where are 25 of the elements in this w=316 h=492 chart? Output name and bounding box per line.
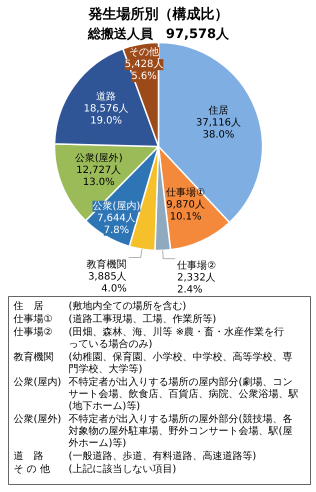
data-label: 9,870人 10.1% (166, 200, 205, 223)
text: 住 居 (敷地内全ての場所を含む) (14, 301, 186, 312)
text: そ の 他 (上記に該当しない項目) (14, 464, 176, 475)
slice-label: その他 (129, 46, 160, 58)
text: 仕事場② (田畑、森林、海、川等 ※農・畜・水産作業を行っている場合のみ) (14, 327, 284, 350)
slice-label: 仕事場② (177, 260, 216, 272)
text: 公衆(屋内) 不特定者が出入りする場所の屋内部分(劇場、コンサート会場、飲食店、百貨店、病院、公衆浴場、駅(地下ホーム)等) (14, 376, 298, 412)
data-label: 5,428人 5.6% (124, 59, 164, 82)
data-label: 7,644人 7.8% (97, 212, 136, 236)
data-label: 12,727人 13.0% (76, 165, 122, 188)
text: 仕事場① (道路工事現場、工場、作業所等) (14, 314, 216, 325)
data-label: 2,332人 2.4% (177, 272, 216, 296)
data-label: 18,576人 19.0% (84, 103, 129, 126)
data-label: 3,885人 4.0% (88, 271, 127, 294)
slice-label: 公衆(屋外) (74, 152, 123, 164)
slice-label: 教育機関 (86, 258, 127, 270)
text: 道 路 (一般道路、歩道、有料道路、高速道路等) (14, 451, 256, 462)
slice-label: 住居 (208, 105, 228, 116)
text: 教育機関 (幼稚園、保育園、小学校、中学校、高等学校、専門学校、大学等) (14, 352, 292, 375)
text: 公衆(屋外) 不特定者が出入りする場所の屋外部分(競技場、各対象物の屋外駐車場、野外コンサート会場、駅(屋外ホーム)等) (14, 413, 292, 449)
slice-label: 公衆(屋内) (92, 200, 140, 212)
data-label: 37,116人 38.0% (196, 117, 241, 140)
chart-subtitle: 総搬送人員 97,578人 (86, 27, 230, 42)
slice-label: 道路 (96, 90, 116, 102)
chart-title: 発生場所別（構成比） (88, 6, 228, 22)
